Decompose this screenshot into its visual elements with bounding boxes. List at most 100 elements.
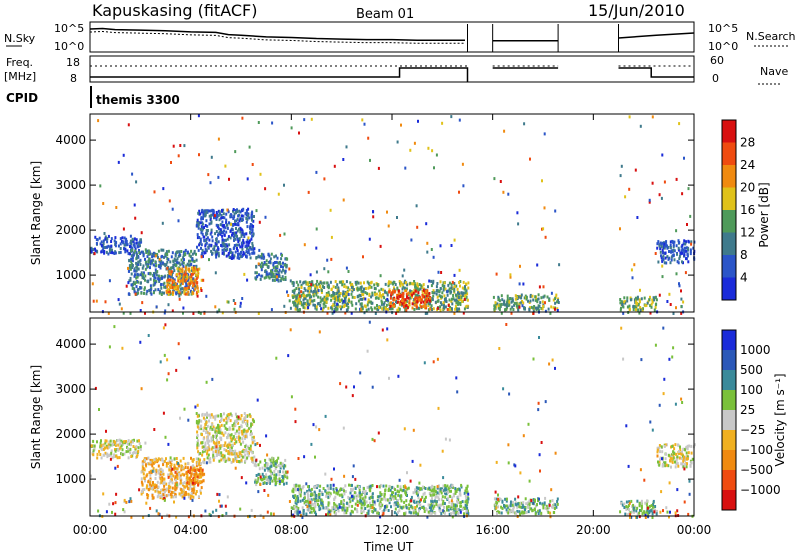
- velocity-cell: [243, 412, 246, 415]
- power-cell: [497, 306, 500, 310]
- velocity-cell: [446, 484, 449, 488]
- power-cell: [137, 287, 140, 291]
- velocity-cell: [305, 501, 307, 505]
- power-ylabel: Slant Range [km]: [29, 161, 43, 265]
- power-cell: [268, 272, 271, 276]
- power-cell: [669, 240, 672, 244]
- velocity-cell: [367, 511, 370, 515]
- velocity-cell: [389, 497, 392, 501]
- power-cell: [366, 303, 369, 307]
- velocity-cell: [254, 480, 257, 484]
- velocity-cell: [380, 497, 383, 501]
- power-cell: [431, 308, 433, 311]
- velocity-cell: [497, 505, 500, 509]
- power-cell: [303, 118, 306, 122]
- velocity-cell: [213, 415, 216, 419]
- velocity-cell: [200, 427, 203, 431]
- power-cell: [323, 177, 326, 181]
- power-cell: [153, 278, 155, 282]
- velocity-cell: [450, 512, 453, 516]
- power-cell: [200, 253, 203, 257]
- velocity-cell: [454, 512, 457, 516]
- velocity-cell: [118, 456, 121, 460]
- velocity-cell: [122, 442, 124, 446]
- velocity-cell: [429, 503, 432, 507]
- power-cell: [173, 269, 176, 273]
- velocity-cell: [246, 414, 249, 418]
- velocity-cell: [226, 436, 229, 439]
- power-cell: [178, 252, 181, 256]
- velocity-cell: [136, 439, 139, 443]
- velocity-cell: [200, 419, 203, 423]
- power-cell: [162, 282, 165, 286]
- velocity-cell: [377, 511, 380, 515]
- power-cell: [541, 179, 543, 183]
- power-cell: [437, 299, 440, 303]
- power-cell: [209, 216, 212, 220]
- velocity-cell: [379, 500, 382, 504]
- power-cell: [238, 209, 241, 213]
- power-cell: [171, 277, 174, 281]
- velocity-cell: [363, 487, 365, 491]
- velocity-cell: [295, 502, 298, 506]
- velocity-cell: [511, 503, 514, 507]
- velocity-cell: [192, 488, 195, 491]
- velocity-cell: [190, 472, 193, 476]
- power-cell: [677, 246, 680, 250]
- power-cell: [367, 301, 370, 305]
- power-cell: [172, 144, 175, 148]
- power-cell: [187, 282, 190, 286]
- power-cell: [681, 243, 684, 247]
- power-cell: [375, 292, 378, 296]
- velocity-cell: [464, 507, 466, 510]
- power-cell: [198, 236, 201, 239]
- power-cell: [188, 282, 191, 286]
- power-cell: [198, 209, 201, 213]
- velocity-cell: [135, 455, 138, 459]
- power-cell: [666, 255, 669, 259]
- power-cell: [136, 275, 139, 279]
- power-cell: [394, 283, 397, 286]
- power-cell: [191, 266, 194, 270]
- velocity-cell: [296, 511, 299, 515]
- velocity-cell: [263, 463, 266, 467]
- power-cell: [377, 296, 380, 300]
- power-cell: [212, 247, 215, 251]
- velocity-cell: [163, 477, 166, 481]
- power-cell: [235, 223, 238, 227]
- power-cell: [151, 261, 154, 265]
- power-cell: [628, 308, 631, 312]
- velocity-cell: [442, 499, 445, 503]
- velocity-cell: [337, 509, 340, 513]
- power-cell: [332, 294, 335, 298]
- velocity-cell: [371, 492, 374, 496]
- power-cell: [364, 287, 367, 290]
- power-cell: [334, 308, 337, 312]
- velocity-cell: [430, 486, 433, 489]
- power-cell: [238, 219, 241, 223]
- power-cell: [199, 237, 202, 241]
- power-cell: [443, 281, 446, 285]
- power-cell: [532, 306, 535, 310]
- power-cell: [140, 291, 143, 295]
- power-cell: [356, 280, 359, 284]
- power-cell: [131, 286, 134, 290]
- velocity-cell: [249, 433, 252, 437]
- velocity-cell: [175, 481, 178, 485]
- power-cell: [350, 283, 352, 287]
- power-cell: [184, 279, 187, 283]
- power-cell: [307, 302, 309, 306]
- power-cell: [382, 302, 385, 306]
- velocity-cell: [433, 499, 436, 503]
- power-cell: [167, 276, 169, 280]
- power-cell: [107, 234, 110, 238]
- power-cell: [243, 235, 246, 238]
- velocity-cell: [444, 484, 447, 488]
- power-cell: [147, 252, 150, 256]
- velocity-cell: [204, 418, 207, 422]
- power-cell: [404, 288, 406, 292]
- power-cell: [139, 244, 141, 248]
- power-cell: [236, 229, 239, 233]
- power-cell: [450, 290, 453, 294]
- power-cell: [276, 275, 278, 279]
